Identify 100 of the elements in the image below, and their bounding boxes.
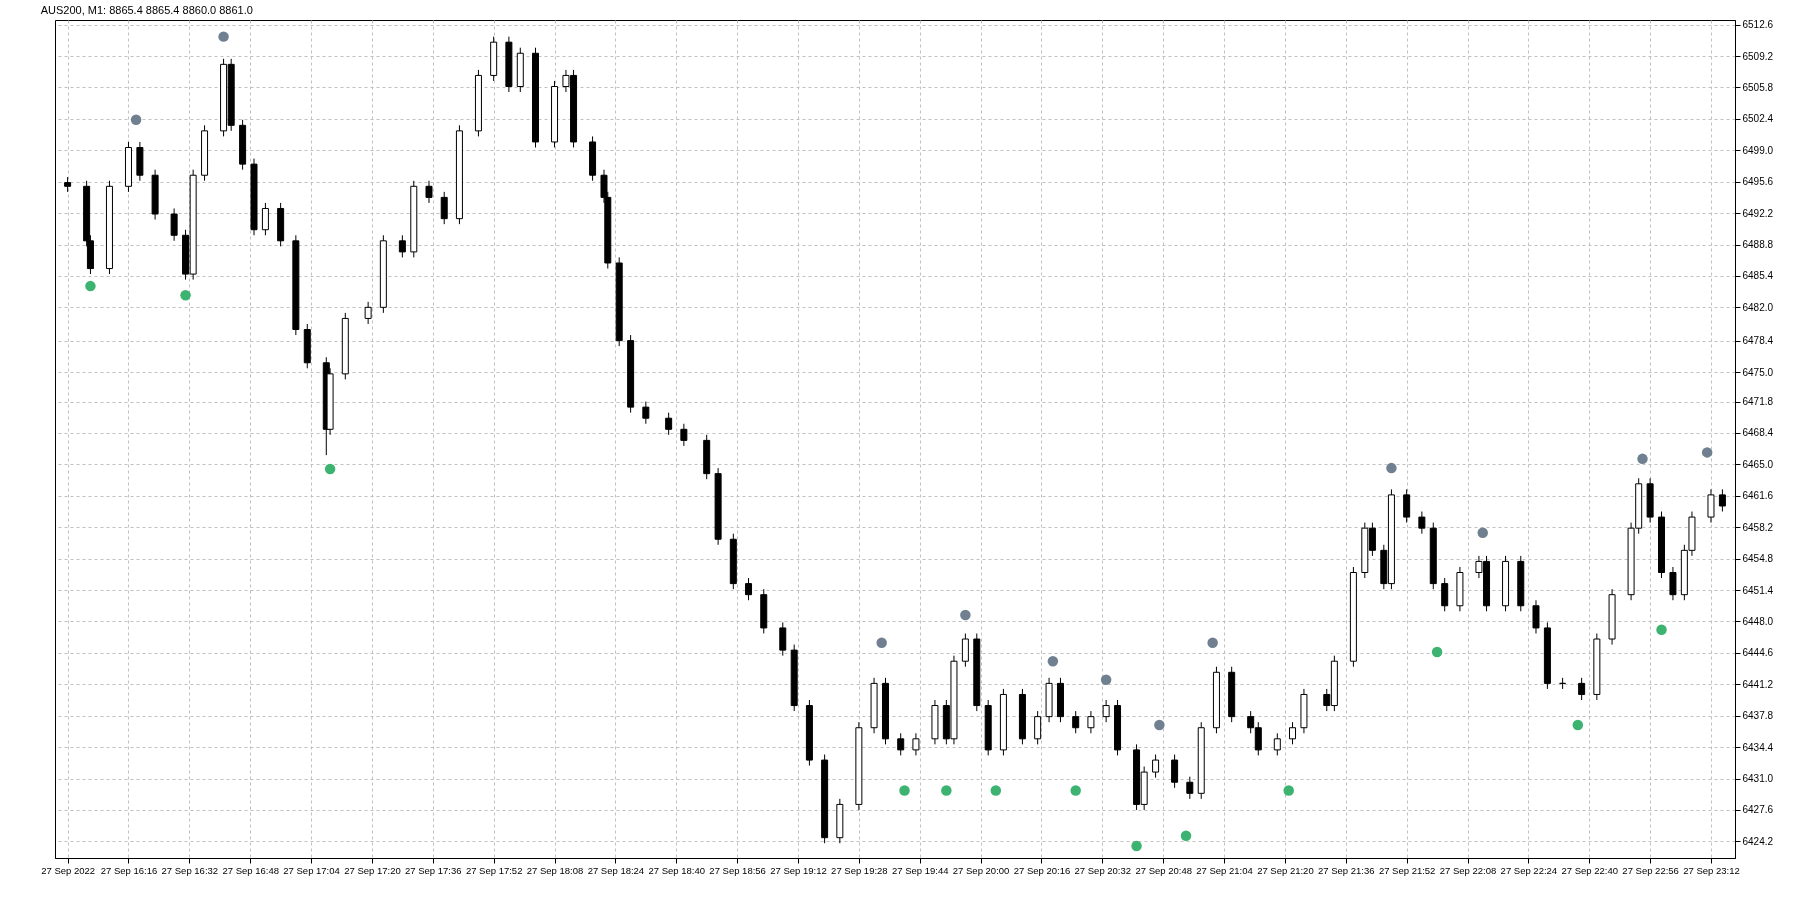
x-tick-label: 27 Sep 23:12: [1683, 864, 1740, 876]
point: [876, 637, 887, 648]
candlestick: [642, 401, 650, 425]
x-tick-label: 27 Sep 22:08: [1439, 864, 1497, 876]
x-tick-label: 27 Sep 17:52: [465, 864, 523, 876]
y-tick-label: 6437.8: [1742, 710, 1774, 722]
y-tick-label: 6478.4: [1742, 335, 1774, 347]
x-tick-label: 27 Sep 17:20: [344, 864, 401, 876]
x-tick-label: 27 Sep 21:20: [1257, 864, 1314, 876]
y-tick-label: 6492.2: [1742, 207, 1774, 219]
x-tick-label: 27 Sep 19:44: [891, 864, 949, 876]
y-tick-label: 6468.4: [1742, 427, 1774, 439]
point: [180, 290, 191, 301]
x-tick-label: 27 Sep 19:28: [831, 864, 888, 876]
x-tick-label: 27 Sep 2022: [41, 864, 96, 876]
y-tick-label: 6505.8: [1742, 81, 1774, 93]
point: [941, 785, 952, 796]
candlestick: [1273, 732, 1281, 756]
y-tick-label: 6499.0: [1742, 144, 1774, 156]
y-tick-label: 6502.4: [1742, 113, 1774, 125]
candlestick: [1403, 488, 1411, 524]
candlestick: [680, 423, 688, 447]
y-tick-label: 6485.4: [1742, 270, 1774, 282]
candlestick: [1034, 710, 1042, 745]
point: [1701, 447, 1713, 458]
candlestick: [1441, 577, 1449, 612]
candlestick: [961, 632, 969, 668]
point: [130, 114, 142, 126]
point: [1047, 655, 1059, 667]
point: [1131, 840, 1142, 852]
point: [1180, 830, 1192, 842]
candlestick: [745, 577, 753, 601]
point: [990, 785, 1002, 796]
candlestick: [261, 202, 269, 236]
y-tick-label: 6488.8: [1742, 239, 1774, 251]
point: [1477, 527, 1488, 539]
y-tick-label: 6434.4: [1742, 741, 1774, 753]
candlestick: [1072, 710, 1080, 734]
candlestick: [1418, 511, 1426, 535]
y-tick-label: 6451.4: [1742, 584, 1774, 596]
y-tick-label: 6444.6: [1742, 647, 1774, 659]
y-tick-label: 6475.0: [1742, 366, 1774, 378]
candlestick: [779, 621, 787, 657]
candlestick: [170, 207, 178, 242]
y-tick-label: 6509.2: [1742, 50, 1774, 62]
candlestick: [425, 180, 433, 204]
x-tick-label: 27 Sep 21:52: [1378, 864, 1436, 876]
x-tick-label: 27 Sep 18:08: [526, 864, 584, 876]
y-tick-label: 6458.2: [1742, 521, 1774, 533]
x-tick-label: 27 Sep 21:04: [1196, 864, 1253, 876]
y-tick-label: 6448.0: [1742, 615, 1774, 627]
y-tick-label: 6495.6: [1742, 176, 1774, 188]
x-tick-label: 27 Sep 16:48: [222, 864, 279, 876]
point: [1386, 462, 1397, 474]
candlestick: [912, 732, 920, 756]
point: [1637, 453, 1648, 465]
candlestick: [1718, 488, 1726, 513]
x-tick-label: 27 Sep 22:40: [1561, 864, 1619, 876]
point: [85, 280, 96, 292]
x-tick-label: 27 Sep 17:36: [405, 864, 462, 876]
candlestick: [1578, 677, 1586, 701]
y-tick-label: 6441.2: [1742, 678, 1774, 690]
x-tick-label: 27 Sep 16:16: [100, 864, 158, 876]
point: [218, 31, 229, 42]
y-tick-label: 6482.0: [1742, 301, 1774, 313]
x-tick-label: 27 Sep 17:04: [283, 864, 340, 876]
candlestick: [1171, 754, 1179, 789]
x-tick-label: 27 Sep 20:48: [1135, 864, 1192, 876]
candlestick: [1102, 699, 1110, 723]
y-tick-label: 6431.0: [1742, 773, 1774, 785]
point: [1207, 637, 1218, 648]
x-tick-label: 27 Sep 21:36: [1318, 864, 1375, 876]
candlestick: [364, 301, 372, 325]
x-tick-label: 27 Sep 22:56: [1622, 864, 1679, 876]
point: [899, 785, 910, 796]
x-tick-label: 27 Sep 20:00: [952, 864, 1010, 876]
y-tick-label: 6471.8: [1742, 396, 1774, 408]
point: [1283, 785, 1294, 796]
x-tick-label: 27 Sep 20:32: [1074, 864, 1132, 876]
candlestick: [1152, 754, 1160, 779]
y-tick-label: 6427.6: [1742, 804, 1774, 816]
point: [1100, 674, 1112, 685]
candlestick: [897, 732, 905, 756]
candlestick: [1532, 599, 1540, 634]
candlestick: [1669, 566, 1677, 601]
candlestick: [1087, 710, 1095, 734]
point: [960, 609, 971, 621]
candlestick: [1186, 776, 1194, 800]
x-tick-label: 27 Sep 18:56: [709, 864, 766, 876]
x-tick-label: 27 Sep 22:24: [1500, 864, 1558, 876]
candlestick: [665, 412, 673, 436]
y-tick-label: 6454.8: [1742, 553, 1774, 565]
point: [1070, 785, 1081, 796]
x-tick-label: 27 Sep 18:24: [587, 864, 645, 876]
y-tick-label: 6465.0: [1742, 458, 1774, 470]
point: [1154, 719, 1165, 731]
x-tick-label: 27 Sep 16:32: [161, 864, 219, 876]
y-tick-label: 6512.6: [1742, 19, 1774, 31]
y-tick-label: 6461.6: [1742, 490, 1774, 502]
candlestick: [440, 191, 448, 225]
